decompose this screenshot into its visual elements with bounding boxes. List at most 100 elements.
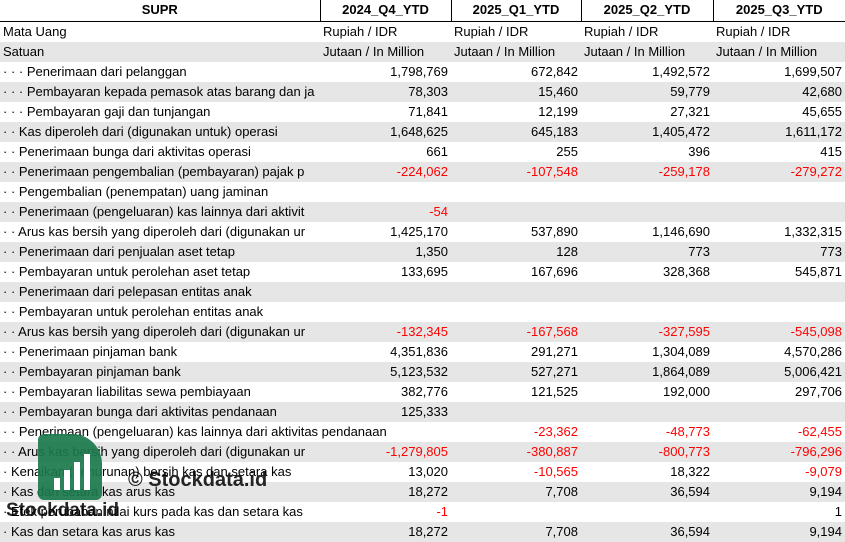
cell-value[interactable]: 128 bbox=[451, 241, 581, 262]
cell-value[interactable] bbox=[713, 401, 845, 422]
cell-value[interactable]: -10,565 bbox=[533, 463, 578, 479]
cell-value[interactable] bbox=[713, 302, 845, 322]
row-label[interactable]: · · Penerimaan pengembalian (pembayaran)… bbox=[0, 161, 320, 182]
header-col-2025-q3[interactable]: 2025_Q3_YTD bbox=[713, 0, 845, 22]
cell-value[interactable]: -9,079 bbox=[805, 463, 842, 479]
cell-value[interactable]: Jutaan / In Million bbox=[451, 41, 581, 62]
cell-value[interactable]: 661 bbox=[426, 143, 448, 159]
row-label[interactable]: · · Penerimaan pinjaman bank bbox=[3, 343, 178, 359]
cell-value[interactable]: 328,368 bbox=[663, 263, 710, 279]
cell-value[interactable]: -132,345 bbox=[320, 321, 451, 342]
cell-value[interactable]: 5,006,421 bbox=[713, 361, 845, 382]
cell-value[interactable] bbox=[581, 281, 713, 302]
cell-value[interactable]: 545,871 bbox=[795, 263, 842, 279]
cell-value[interactable]: 9,194 bbox=[713, 481, 845, 502]
cell-value[interactable]: Jutaan / In Million bbox=[713, 41, 845, 62]
cell-value[interactable]: Rupiah / IDR bbox=[323, 23, 398, 39]
cell-value[interactable]: 7,708 bbox=[451, 481, 581, 502]
cell-value[interactable] bbox=[320, 182, 451, 202]
cell-value[interactable]: 9,194 bbox=[713, 521, 845, 542]
cell-value[interactable]: Rupiah / IDR bbox=[584, 23, 659, 39]
cell-value[interactable]: 415 bbox=[820, 143, 842, 159]
cell-value[interactable]: 1,350 bbox=[320, 241, 451, 262]
cell-value[interactable]: -800,773 bbox=[581, 441, 713, 462]
cell-value[interactable]: -545,098 bbox=[713, 321, 845, 342]
cell-value[interactable]: 297,706 bbox=[795, 383, 842, 399]
cell-value[interactable]: 192,000 bbox=[663, 383, 710, 399]
cell-value[interactable]: 1,304,089 bbox=[652, 343, 710, 359]
row-label[interactable]: · · Arus kas bersih yang diperoleh dari … bbox=[0, 321, 320, 342]
cell-value[interactable]: -62,455 bbox=[797, 423, 842, 439]
cell-value[interactable]: 396 bbox=[688, 143, 710, 159]
row-label[interactable]: · · Pembayaran liabilitas sewa pembiayaa… bbox=[3, 383, 251, 399]
cell-value[interactable]: 4,351,836 bbox=[390, 343, 448, 359]
cell-value[interactable]: Jutaan / In Million bbox=[320, 41, 451, 62]
row-label[interactable]: · · Kas diperoleh dari (digunakan untuk)… bbox=[0, 121, 320, 142]
row-label[interactable]: · · Penerimaan dari penjualan aset tetap bbox=[0, 241, 320, 262]
cell-value[interactable]: 45,655 bbox=[802, 103, 842, 119]
cell-value[interactable]: 672,842 bbox=[531, 63, 578, 79]
cell-value[interactable]: Jutaan / In Million bbox=[581, 41, 713, 62]
cell-value[interactable]: 1,611,172 bbox=[713, 121, 845, 142]
cell-value[interactable] bbox=[581, 182, 713, 202]
cell-value[interactable]: -1,279,805 bbox=[320, 441, 451, 462]
row-label[interactable]: · · Pembayaran untuk perolehan aset teta… bbox=[3, 263, 251, 279]
cell-value[interactable] bbox=[713, 201, 845, 222]
cell-value[interactable]: -54 bbox=[320, 201, 451, 222]
cell-value[interactable]: 1,648,625 bbox=[320, 121, 451, 142]
cell-value[interactable]: 4,570,286 bbox=[784, 343, 842, 359]
row-label[interactable]: · · Pembayaran bunga dari aktivitas pend… bbox=[0, 401, 320, 422]
row-label[interactable]: · · Penerimaan (pengeluaran) kas lainnya… bbox=[3, 423, 387, 439]
row-label[interactable]: Satuan bbox=[0, 41, 320, 62]
cell-value[interactable]: 15,460 bbox=[451, 81, 581, 102]
cell-value[interactable]: 121,525 bbox=[531, 383, 578, 399]
cell-value[interactable]: 36,594 bbox=[581, 481, 713, 502]
cell-value[interactable]: 18,322 bbox=[670, 463, 710, 479]
cell-value[interactable] bbox=[581, 302, 713, 322]
cell-value[interactable]: -167,568 bbox=[451, 321, 581, 342]
cell-value[interactable]: 12,199 bbox=[538, 103, 578, 119]
cell-value[interactable]: 1,699,507 bbox=[784, 63, 842, 79]
cell-value[interactable] bbox=[581, 201, 713, 222]
cell-value[interactable]: 382,776 bbox=[401, 383, 448, 399]
cell-value[interactable]: 1,798,769 bbox=[390, 63, 448, 79]
cell-value[interactable]: 42,680 bbox=[713, 81, 845, 102]
cell-value[interactable]: 13,020 bbox=[408, 463, 448, 479]
row-label[interactable]: · · · Penerimaan dari pelanggan bbox=[3, 63, 187, 79]
cell-value[interactable]: 773 bbox=[713, 241, 845, 262]
row-label[interactable]: · · Penerimaan dari pelepasan entitas an… bbox=[0, 281, 320, 302]
cell-value[interactable] bbox=[320, 302, 451, 322]
cell-value[interactable]: -1 bbox=[436, 503, 448, 519]
cell-value[interactable]: Rupiah / IDR bbox=[454, 23, 529, 39]
cell-value[interactable]: -224,062 bbox=[320, 161, 451, 182]
cell-value[interactable]: 1 bbox=[834, 503, 842, 519]
cell-value[interactable]: 18,272 bbox=[320, 521, 451, 542]
cell-value[interactable]: Rupiah / IDR bbox=[716, 23, 791, 39]
cell-value[interactable]: -48,773 bbox=[665, 423, 710, 439]
cell-value[interactable] bbox=[451, 182, 581, 202]
cell-value[interactable]: 255 bbox=[556, 143, 578, 159]
row-label[interactable]: · · · Pembayaran kepada pemasok atas bar… bbox=[0, 81, 320, 102]
cell-value[interactable]: -279,272 bbox=[713, 161, 845, 182]
row-label[interactable]: · Kas dan setara kas arus kas bbox=[0, 521, 320, 542]
cell-value[interactable]: 1,425,170 bbox=[390, 223, 448, 239]
cell-value[interactable]: 1,332,315 bbox=[784, 223, 842, 239]
cell-value[interactable] bbox=[451, 401, 581, 422]
cell-value[interactable] bbox=[713, 182, 845, 202]
row-label[interactable]: Mata Uang bbox=[3, 23, 67, 39]
cell-value[interactable]: 36,594 bbox=[581, 521, 713, 542]
cell-value[interactable] bbox=[320, 281, 451, 302]
row-label[interactable]: · · Pembayaran pinjaman bank bbox=[0, 361, 320, 382]
row-label[interactable]: · Kas dan setara kas arus kas bbox=[0, 481, 320, 502]
row-label[interactable]: · · Arus kas bersih yang diperoleh dari … bbox=[3, 223, 306, 239]
cell-value[interactable]: -327,595 bbox=[581, 321, 713, 342]
cell-value[interactable] bbox=[451, 281, 581, 302]
cell-value[interactable] bbox=[581, 401, 713, 422]
cell-value[interactable]: 1,864,089 bbox=[581, 361, 713, 382]
header-col-2024-q4[interactable]: 2024_Q4_YTD bbox=[320, 0, 452, 22]
cell-value[interactable]: 645,183 bbox=[451, 121, 581, 142]
cell-value[interactable] bbox=[713, 281, 845, 302]
header-col-2025-q2[interactable]: 2025_Q2_YTD bbox=[581, 0, 714, 22]
cell-value[interactable]: 27,321 bbox=[670, 103, 710, 119]
cell-value[interactable]: 133,695 bbox=[401, 263, 448, 279]
